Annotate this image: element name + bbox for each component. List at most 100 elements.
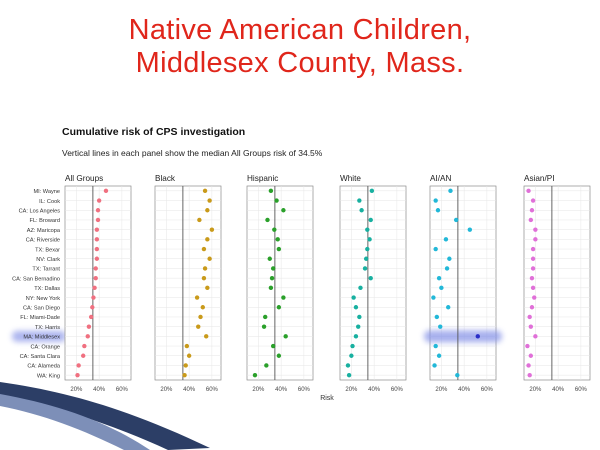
data-point-asian-pi-ca-san-diego	[529, 305, 535, 310]
data-point-hispanic-ny-new-york	[281, 295, 286, 300]
y-tick-label-il-cook: IL: Cook	[39, 199, 60, 205]
data-point-black-wa-king	[182, 372, 187, 378]
data-point-hispanic-ca-los-angeles	[281, 208, 286, 213]
slide-title-line-2: Middlesex County, Mass.	[135, 47, 465, 79]
data-point-asian-pi-ca-san-bernadino	[529, 275, 535, 281]
data-point-black-mi-wayne	[202, 188, 208, 194]
y-tick-label-fl-miami-dade: FL: Miami-Dade	[20, 315, 60, 321]
y-tick-label-az-maricopa: AZ: Maricopa	[27, 228, 61, 234]
data-point-white-ca-alameda	[345, 363, 351, 368]
data-point-black-ca-los-angeles	[205, 208, 210, 213]
data-point-asian-pi-wa-king	[527, 372, 532, 378]
panel-title-asian-pi: Asian/PI	[524, 174, 555, 183]
data-point-all-groups-nv-clark	[94, 256, 100, 261]
data-point-white-az-maricopa	[365, 227, 370, 232]
data-point-all-groups-fl-miami-dade	[88, 314, 94, 320]
data-point-black-fl-miami-dade	[198, 314, 203, 320]
data-point-asian-pi-il-cook	[530, 198, 536, 203]
data-point-black-ca-riverside	[205, 237, 210, 242]
data-point-black-fl-broward	[197, 217, 202, 223]
data-point-all-groups-tx-dallas	[92, 285, 97, 291]
x-tick-label-white-2: 60%	[391, 387, 404, 393]
panel-frame-white	[339, 185, 407, 381]
y-tick-label-tx-bexar: TX: Bexar	[35, 247, 60, 253]
data-point-all-groups-tx-harris	[86, 324, 92, 329]
data-point-asian-pi-ca-orange	[525, 343, 530, 349]
x-tick-label-asian-pi-2: 60%	[575, 387, 588, 393]
data-point-asian-pi-tx-dallas	[530, 285, 536, 291]
x-tick-label-black-1: 40%	[183, 387, 196, 393]
data-point-hispanic-ca-riverside	[275, 237, 280, 242]
data-point-all-groups-az-maricopa	[94, 227, 100, 232]
data-point-white-ca-los-angeles	[359, 208, 364, 213]
data-point-black-tx-harris	[196, 324, 201, 329]
data-point-all-groups-wa-king	[75, 372, 80, 378]
data-point-hispanic-ca-orange	[270, 343, 276, 349]
data-point-hispanic-ca-san-diego	[276, 305, 282, 310]
chart-subtitle: Vertical lines in each panel show the me…	[62, 148, 323, 158]
panel-frame-hispanic	[246, 185, 314, 381]
data-point-ai-an-az-maricopa	[467, 227, 473, 232]
data-point-all-groups-il-cook	[96, 198, 102, 203]
y-tick-label-ma-middlesex: MA: Middlesex	[23, 335, 60, 341]
x-tick-label-asian-pi-0: 20%	[529, 387, 542, 393]
x-tick-label-white-0: 20%	[345, 387, 358, 393]
data-point-ai-an-nv-clark	[447, 256, 452, 261]
data-point-asian-pi-mi-wayne	[526, 188, 531, 194]
data-point-asian-pi-ca-los-angeles	[529, 208, 535, 213]
data-point-black-ca-san-bernadino	[201, 275, 207, 281]
data-point-hispanic-fl-miami-dade	[263, 314, 268, 320]
data-point-ai-an-il-cook	[433, 198, 438, 203]
highlight-glow-ai-an	[424, 330, 502, 343]
slide-title: Native American Children, Middlesex Coun…	[0, 14, 600, 80]
y-tick-label-ca-orange: CA: Orange	[30, 344, 60, 350]
data-point-white-mi-wayne	[369, 188, 375, 194]
y-tick-label-ca-los-angeles: CA: Los Angeles	[19, 208, 61, 214]
data-point-asian-pi-tx-harris	[528, 324, 534, 329]
data-point-black-il-cook	[207, 198, 212, 203]
x-tick-label-hispanic-1: 40%	[275, 387, 288, 393]
data-point-asian-pi-tx-tarrant	[530, 266, 536, 271]
x-tick-label-ai-an-1: 40%	[458, 387, 471, 393]
data-point-ai-an-ca-san-bernadino	[436, 275, 442, 281]
x-tick-label-black-0: 20%	[160, 387, 173, 393]
y-tick-label-tx-tarrant: TX: Tarrant	[32, 267, 60, 273]
data-point-all-groups-ca-san-diego	[90, 305, 95, 310]
x-tick-label-hispanic-0: 20%	[252, 387, 265, 393]
data-point-ai-an-tx-dallas	[439, 285, 444, 291]
data-point-white-fl-miami-dade	[357, 314, 362, 320]
data-point-black-ca-san-diego	[200, 305, 205, 310]
data-point-all-groups-ca-san-bernadino	[93, 275, 98, 281]
data-point-white-ma-middlesex	[353, 334, 359, 339]
data-point-all-groups-tx-tarrant	[93, 266, 98, 271]
data-point-ai-an-tx-bexar	[433, 246, 438, 252]
data-point-asian-pi-az-maricopa	[533, 227, 538, 232]
panel-title-white: White	[340, 174, 361, 183]
data-point-white-ca-san-diego	[353, 305, 359, 310]
y-tick-label-tx-dallas: TX: Dallas	[34, 286, 60, 292]
data-point-ai-an-mi-wayne	[448, 188, 453, 194]
data-point-all-groups-ma-middlesex	[85, 334, 90, 339]
data-point-hispanic-fl-broward	[265, 217, 270, 223]
data-point-all-groups-ny-new-york	[91, 295, 96, 300]
data-point-all-groups-ca-santa-clara	[81, 353, 86, 358]
data-point-white-tx-tarrant	[362, 266, 368, 271]
data-point-ai-an-tx-harris	[438, 324, 443, 329]
data-point-asian-pi-ca-santa-clara	[528, 353, 534, 358]
y-tick-label-ca-alameda: CA: Alameda	[27, 364, 61, 370]
data-point-asian-pi-ca-riverside	[533, 237, 538, 242]
data-point-ai-an-ca-orange	[433, 343, 438, 349]
x-tick-label-ai-an-2: 60%	[481, 387, 494, 393]
data-point-white-nv-clark	[363, 256, 369, 261]
data-point-black-ca-alameda	[183, 363, 188, 368]
data-point-all-groups-ca-riverside	[94, 237, 100, 242]
y-tick-label-tx-harris: TX: Harris	[35, 325, 60, 331]
x-tick-label-hispanic-2: 60%	[298, 387, 311, 393]
data-point-black-nv-clark	[207, 256, 212, 261]
data-point-all-groups-ca-alameda	[76, 363, 81, 368]
y-tick-label-ca-riverside: CA: Riverside	[26, 238, 60, 244]
data-point-ai-an-ca-santa-clara	[436, 353, 442, 358]
x-tick-label-all-groups-0: 20%	[70, 387, 83, 393]
data-point-ai-an-ca-alameda	[432, 363, 437, 368]
